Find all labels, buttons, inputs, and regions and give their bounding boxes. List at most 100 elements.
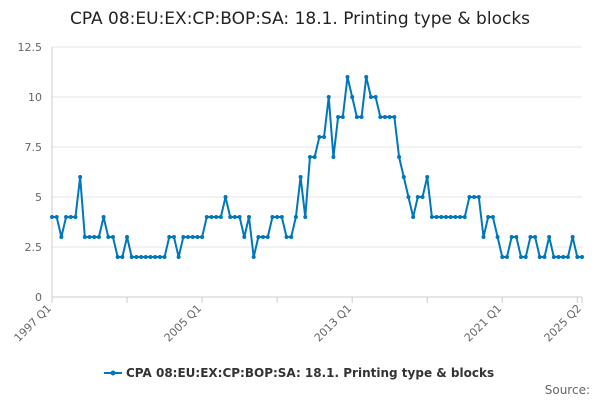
data-point[interactable] <box>509 235 514 239</box>
data-point[interactable] <box>383 115 388 119</box>
data-point[interactable] <box>467 195 472 199</box>
data-point[interactable] <box>472 195 477 199</box>
data-point[interactable] <box>106 235 111 239</box>
data-point[interactable] <box>354 115 359 119</box>
data-point[interactable] <box>176 255 181 259</box>
data-point[interactable] <box>401 175 406 179</box>
data-point[interactable] <box>284 235 289 239</box>
data-point[interactable] <box>78 175 83 179</box>
data-point[interactable] <box>200 235 205 239</box>
data-point[interactable] <box>307 155 312 159</box>
data-point[interactable] <box>261 235 266 239</box>
data-point[interactable] <box>570 235 575 239</box>
data-point[interactable] <box>232 215 237 219</box>
data-point[interactable] <box>303 215 308 219</box>
data-point[interactable] <box>59 235 64 239</box>
data-point[interactable] <box>561 255 566 259</box>
data-point[interactable] <box>514 235 519 239</box>
data-point[interactable] <box>54 215 59 219</box>
legend[interactable]: CPA 08:EU:EX:CP:BOP:SA: 18.1. Printing t… <box>104 366 494 380</box>
data-point[interactable] <box>275 215 280 219</box>
data-point[interactable] <box>345 75 350 79</box>
data-point[interactable] <box>162 255 167 259</box>
data-point[interactable] <box>523 255 528 259</box>
data-point[interactable] <box>495 235 500 239</box>
data-point[interactable] <box>157 255 162 259</box>
data-point[interactable] <box>265 235 270 239</box>
data-point[interactable] <box>575 255 580 259</box>
data-point[interactable] <box>519 255 524 259</box>
data-point[interactable] <box>336 115 341 119</box>
data-point[interactable] <box>580 255 584 259</box>
data-point[interactable] <box>429 215 434 219</box>
data-point[interactable] <box>565 255 570 259</box>
data-point[interactable] <box>293 215 298 219</box>
data-point[interactable] <box>218 215 223 219</box>
data-point[interactable] <box>167 235 172 239</box>
data-point[interactable] <box>350 95 355 99</box>
data-point[interactable] <box>387 115 392 119</box>
data-point[interactable] <box>411 215 416 219</box>
data-point[interactable] <box>143 255 148 259</box>
data-point[interactable] <box>148 255 153 259</box>
data-point[interactable] <box>359 115 364 119</box>
data-point[interactable] <box>500 255 505 259</box>
data-point[interactable] <box>340 115 345 119</box>
data-point[interactable] <box>486 215 491 219</box>
data-point[interactable] <box>134 255 139 259</box>
data-point[interactable] <box>392 115 397 119</box>
data-point[interactable] <box>209 215 214 219</box>
data-point[interactable] <box>373 95 378 99</box>
data-point[interactable] <box>279 215 284 219</box>
data-point[interactable] <box>537 255 542 259</box>
data-point[interactable] <box>181 235 186 239</box>
data-point[interactable] <box>528 235 533 239</box>
data-point[interactable] <box>64 215 69 219</box>
data-point[interactable] <box>443 215 448 219</box>
data-point[interactable] <box>326 95 331 99</box>
data-point[interactable] <box>368 95 373 99</box>
data-point[interactable] <box>481 235 486 239</box>
data-point[interactable] <box>115 255 120 259</box>
data-point[interactable] <box>364 75 369 79</box>
data-point[interactable] <box>556 255 561 259</box>
data-point[interactable] <box>476 195 481 199</box>
data-point[interactable] <box>190 235 195 239</box>
data-point[interactable] <box>462 215 467 219</box>
data-point[interactable] <box>50 215 54 219</box>
data-point[interactable] <box>96 235 101 239</box>
data-point[interactable] <box>139 255 144 259</box>
data-point[interactable] <box>270 215 275 219</box>
data-point[interactable] <box>542 255 547 259</box>
data-point[interactable] <box>246 215 251 219</box>
data-point[interactable] <box>68 215 73 219</box>
data-point[interactable] <box>251 255 256 259</box>
data-point[interactable] <box>153 255 158 259</box>
data-point[interactable] <box>101 215 106 219</box>
data-point[interactable] <box>256 235 261 239</box>
data-point[interactable] <box>547 235 552 239</box>
data-point[interactable] <box>120 255 125 259</box>
data-point[interactable] <box>237 215 242 219</box>
data-point[interactable] <box>228 215 233 219</box>
data-point[interactable] <box>551 255 556 259</box>
data-point[interactable] <box>504 255 509 259</box>
data-point[interactable] <box>223 195 228 199</box>
data-point[interactable] <box>322 135 327 139</box>
data-point[interactable] <box>434 215 439 219</box>
data-point[interactable] <box>110 235 115 239</box>
data-point[interactable] <box>425 175 430 179</box>
data-point[interactable] <box>289 235 294 239</box>
data-point[interactable] <box>415 195 420 199</box>
data-point[interactable] <box>453 215 458 219</box>
data-point[interactable] <box>73 215 78 219</box>
data-point[interactable] <box>448 215 453 219</box>
data-point[interactable] <box>204 215 209 219</box>
data-point[interactable] <box>82 235 87 239</box>
data-point[interactable] <box>92 235 97 239</box>
data-point[interactable] <box>171 235 176 239</box>
data-point[interactable] <box>490 215 495 219</box>
data-point[interactable] <box>458 215 463 219</box>
data-point[interactable] <box>420 195 425 199</box>
data-point[interactable] <box>186 235 191 239</box>
